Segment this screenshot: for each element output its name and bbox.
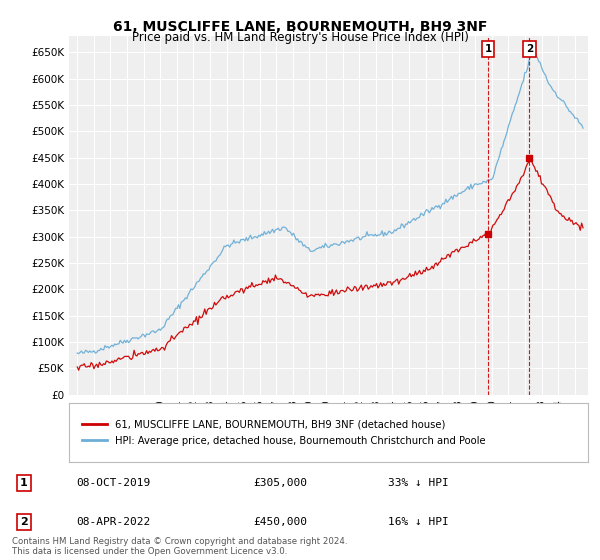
Text: 33% ↓ HPI: 33% ↓ HPI — [388, 478, 449, 488]
Text: 2: 2 — [20, 517, 28, 527]
Text: 16% ↓ HPI: 16% ↓ HPI — [388, 517, 449, 527]
Text: 61, MUSCLIFFE LANE, BOURNEMOUTH, BH9 3NF: 61, MUSCLIFFE LANE, BOURNEMOUTH, BH9 3NF — [113, 20, 487, 34]
Text: Price paid vs. HM Land Registry's House Price Index (HPI): Price paid vs. HM Land Registry's House … — [131, 31, 469, 44]
Text: 2: 2 — [526, 44, 533, 54]
Text: 08-APR-2022: 08-APR-2022 — [77, 517, 151, 527]
Text: 08-OCT-2019: 08-OCT-2019 — [77, 478, 151, 488]
Text: 1: 1 — [485, 44, 492, 54]
Text: £305,000: £305,000 — [253, 478, 307, 488]
Text: £450,000: £450,000 — [253, 517, 307, 527]
Legend: 61, MUSCLIFFE LANE, BOURNEMOUTH, BH9 3NF (detached house), HPI: Average price, d: 61, MUSCLIFFE LANE, BOURNEMOUTH, BH9 3NF… — [77, 414, 490, 451]
Text: 1: 1 — [20, 478, 28, 488]
Text: Contains HM Land Registry data © Crown copyright and database right 2024.
This d: Contains HM Land Registry data © Crown c… — [12, 537, 347, 557]
